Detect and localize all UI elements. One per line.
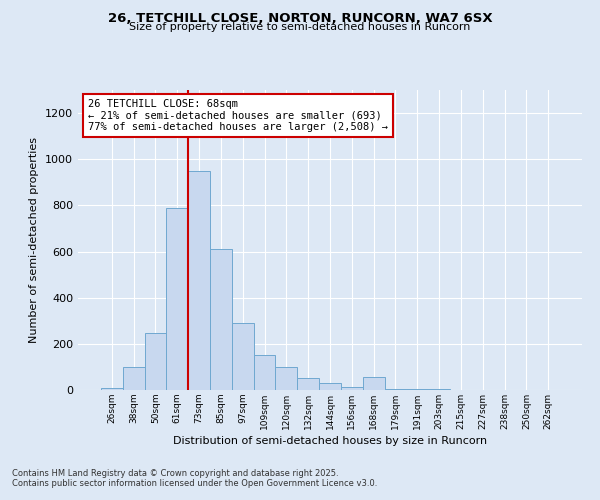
Bar [123, 367, 145, 390]
Bar [232, 323, 254, 390]
Bar [406, 389, 428, 390]
Bar [145, 334, 166, 390]
Text: Contains HM Land Registry data © Crown copyright and database right 2025.: Contains HM Land Registry data © Crown c… [12, 468, 338, 477]
Bar [188, 171, 210, 390]
Text: 26 TETCHILL CLOSE: 68sqm
← 21% of semi-detached houses are smaller (693)
77% of : 26 TETCHILL CLOSE: 68sqm ← 21% of semi-d… [88, 99, 388, 132]
Bar [319, 383, 341, 390]
X-axis label: Distribution of semi-detached houses by size in Runcorn: Distribution of semi-detached houses by … [173, 436, 487, 446]
Text: 26, TETCHILL CLOSE, NORTON, RUNCORN, WA7 6SX: 26, TETCHILL CLOSE, NORTON, RUNCORN, WA7… [107, 12, 493, 26]
Text: Size of property relative to semi-detached houses in Runcorn: Size of property relative to semi-detach… [130, 22, 470, 32]
Bar [363, 378, 385, 390]
Bar [297, 378, 319, 390]
Bar [210, 249, 232, 390]
Bar [341, 386, 363, 390]
Text: Contains public sector information licensed under the Open Government Licence v3: Contains public sector information licen… [12, 478, 377, 488]
Bar [101, 388, 123, 390]
Bar [385, 389, 406, 390]
Bar [254, 356, 275, 390]
Bar [275, 367, 297, 390]
Y-axis label: Number of semi-detached properties: Number of semi-detached properties [29, 137, 40, 343]
Bar [166, 208, 188, 390]
